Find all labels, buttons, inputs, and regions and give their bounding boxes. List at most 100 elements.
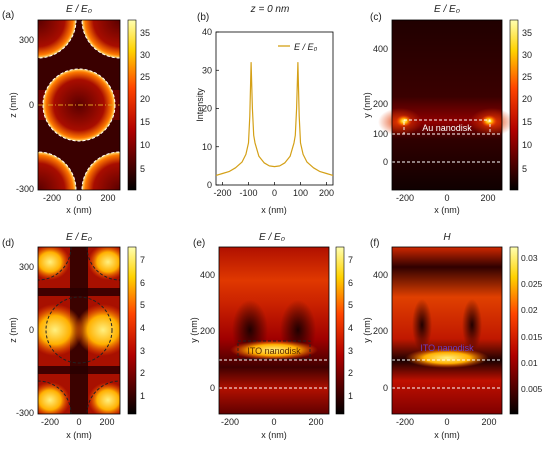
panel-a: (a) E / E₀ 300 0 -300 -200 0 200 x (nm) … [2,4,150,215]
series-line-b-1 [215,62,334,176]
x-tick-e-1: -200 [221,417,239,427]
heatmap-a [38,20,120,190]
heatmap-f: ITO nanodisk [392,247,502,414]
cbar-tick-a-3: 25 [140,72,150,82]
y-tick-d-2: 0 [29,325,34,335]
cbar-tick-a-7: 5 [140,164,145,174]
cbar-tick-d-5: 3 [140,346,145,356]
panel-title-f: H [443,232,451,243]
cbar-tick-e-5: 3 [348,346,353,356]
panel-label-e: (e) [193,238,205,249]
cbar-tick-c-4: 20 [522,94,532,104]
y-tick-a-2: 0 [29,100,34,110]
cbar-tick-d-3: 5 [140,300,145,310]
cbar-tick-a-4: 20 [140,94,150,104]
x-label-c: x (nm) [434,205,460,215]
panel-title-a: E / E₀ [66,4,92,15]
y-tick-f-3: 0 [383,383,388,393]
panel-label-c: (c) [370,12,382,23]
y-tick-e-2: 200 [200,326,215,336]
x-label-d: x (nm) [66,430,92,440]
x-tick-b-2: -100 [239,188,257,198]
y-label-b: Intensity [195,88,205,122]
y-label-e: y (nm) [189,317,199,343]
x-tick-d-1: -200 [41,417,59,427]
colorbar-d: 7 6 5 4 3 2 1 [127,246,145,415]
cbar-tick-e-2: 6 [348,278,353,288]
x-tick-f-3: 200 [481,417,496,427]
colorbar-a: 35 30 25 20 15 10 5 [127,19,150,191]
y-tick-b-4: 30 [202,65,212,75]
series-layer-b [215,62,334,176]
y-tick-a-1: 300 [19,35,34,45]
cbar-tick-d-1: 7 [140,255,145,265]
cbar-tick-f-2: 0.025 [521,279,543,289]
panel-d: (d) E / E₀ 300 0 -300 -200 0 200 x (nm) … [2,232,145,440]
annotation-c: Au nanodisk [422,123,472,133]
y-tick-e-1: 400 [200,270,215,280]
heatmap-e: ITO nanodisk [219,247,329,414]
y-tick-c-4: 0 [383,157,388,167]
cbar-tick-f-3: 0.02 [521,305,538,315]
colorbar-f: 0.03 0.025 0.02 0.015 0.01 0.005 [509,246,543,415]
panel-title-b: z = 0 nm [250,4,290,15]
cbar-tick-f-1: 0.03 [521,253,538,263]
panel-title-d: E / E₀ [66,232,92,243]
cbar-tick-e-1: 7 [348,255,353,265]
x-label-f: x (nm) [434,430,460,440]
y-tick-f-1: 400 [373,270,388,280]
x-tick-e-2: 0 [271,417,276,427]
cbar-tick-c-5: 15 [522,117,532,127]
y-tick-d-3: -300 [16,408,34,418]
x-label-a: x (nm) [66,205,92,215]
cbar-tick-c-7: 5 [522,164,527,174]
cbar-tick-e-6: 2 [348,368,353,378]
y-tick-d-1: 300 [19,262,34,272]
x-tick-a-2: 0 [76,193,81,203]
panel-label-b: (b) [197,12,209,23]
y-tick-b-3: 20 [202,104,212,114]
panel-title-e: E / E₀ [259,232,285,243]
cbar-tick-a-6: 10 [140,140,150,150]
y-tick-a-3: -300 [16,184,34,194]
y-tick-b-5: 40 [202,27,212,37]
y-tick-c-1: 400 [373,44,388,54]
y-tick-c-3: 100 [373,129,388,139]
cbar-tick-c-6: 10 [522,140,532,150]
x-tick-f-2: 0 [444,417,449,427]
x-tick-f-1: -200 [396,417,414,427]
x-tick-c-1: -200 [396,193,414,203]
colorbar-e: 7 6 5 4 3 2 1 [335,246,353,415]
x-tick-d-3: 200 [99,417,114,427]
plot-area-b [215,31,334,186]
panel-label-a: (a) [2,10,14,21]
legend-label-b: E / E₀ [294,42,318,52]
y-tick-b-2: 10 [202,142,212,152]
cbar-tick-a-5: 15 [140,117,150,127]
cbar-tick-f-5: 0.01 [521,358,538,368]
cbar-tick-d-7: 1 [140,391,145,401]
cbar-tick-e-3: 5 [348,300,353,310]
panel-f: (f) H ITO nanodisk 400 200 0 -200 0 200 … [362,232,543,440]
x-tick-b-4: 100 [293,188,308,198]
x-label-e: x (nm) [261,430,287,440]
y-label-c: y (nm) [362,92,372,118]
panel-label-f: (f) [370,238,379,249]
x-tick-c-3: 200 [480,193,495,203]
panel-label-d: (d) [2,238,14,249]
heatmap-c: Au nanodisk [378,20,514,190]
colorbar-c: 35 30 25 20 15 10 5 [509,19,532,191]
cbar-tick-f-4: 0.015 [521,332,543,342]
x-tick-d-2: 0 [76,417,81,427]
annotation-f: ITO nanodisk [420,343,474,353]
x-tick-b-3: 0 [272,188,277,198]
y-label-d: z (nm) [8,317,18,343]
heatmap-d [38,247,120,414]
y-tick-b-1: 0 [207,180,212,190]
panel-title-c: E / E₀ [434,4,460,15]
cbar-tick-a-1: 35 [140,28,150,38]
x-tick-a-3: 200 [100,193,115,203]
y-label-f: y (nm) [362,317,372,343]
cbar-tick-e-7: 1 [348,391,353,401]
